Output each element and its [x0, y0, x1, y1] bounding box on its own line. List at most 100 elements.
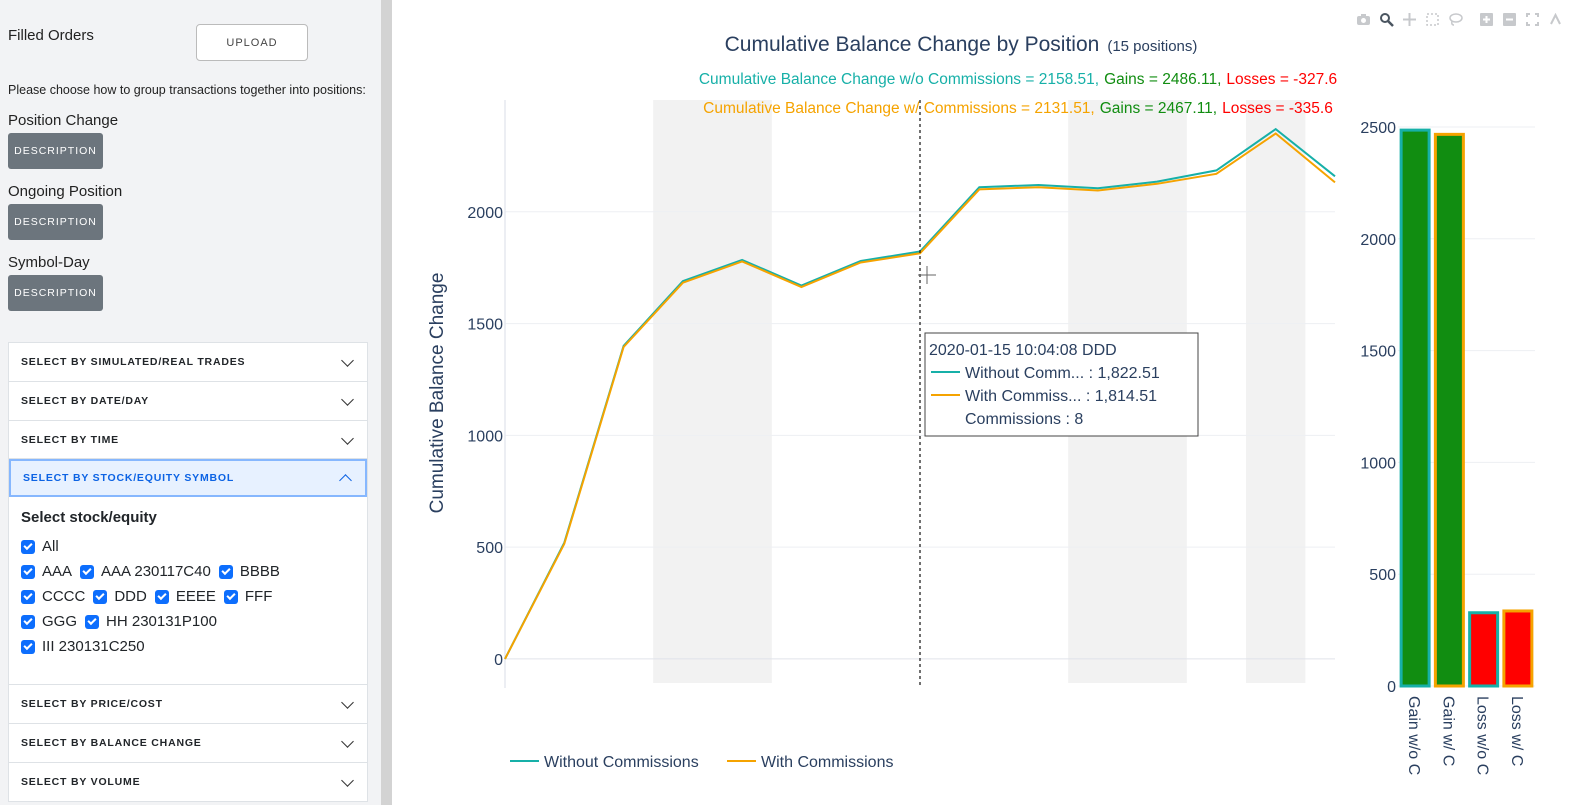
summary-without-commissions: Cumulative Balance Change w/o Commission… [699, 71, 1337, 88]
zoom-in-icon[interactable] [1478, 11, 1495, 28]
bar-y-tick-label: 0 [1387, 679, 1396, 696]
checkbox-label: CCCC [42, 588, 86, 605]
checkbox-ggg[interactable]: GGG [21, 613, 77, 630]
position-change-description-button[interactable]: DESCRIPTION [8, 133, 103, 169]
legend-item-with[interactable]: With Commissions [727, 754, 893, 771]
bar-y-tick-label: 2500 [1360, 120, 1396, 137]
upload-button[interactable]: UPLOAD [196, 24, 308, 61]
y-axis-title: Cumulative Balance Change [427, 273, 448, 514]
checkbox-fff[interactable]: FFF [223, 588, 273, 605]
checkbox-iii-230131c250[interactable]: III 230131C250 [21, 638, 145, 655]
checkbox-all[interactable]: All [21, 538, 59, 555]
checkbox-ddd[interactable]: DDD [93, 588, 147, 605]
zoom-out-icon[interactable] [1501, 11, 1518, 28]
chevron-down-icon [341, 353, 354, 367]
series-line-with-commissions [504, 132, 1336, 660]
checkbox-eeee[interactable]: EEEE [154, 588, 216, 605]
hover-tooltip: 2020-01-15 10:04:08 DDD Without Comm... … [924, 332, 1199, 437]
bar-y-tick-labels: 0 500 1000 1500 2000 2500 [1360, 120, 1396, 696]
bar-series [1399, 128, 1534, 688]
y-tick-label: 500 [476, 540, 503, 557]
bar-loss-w-c [1502, 609, 1534, 688]
accordion-volume: SELECT BY VOLUME [8, 762, 368, 802]
checkbox-checked-icon [21, 539, 35, 554]
checkbox-label: AAA 230117C40 [101, 563, 211, 580]
checkbox-aaa-230117c40[interactable]: AAA 230117C40 [80, 563, 211, 580]
crosshair-cursor-icon [918, 266, 936, 284]
summary-w-gains: Gains = 2467.11, [1100, 100, 1217, 117]
checkbox-checked-icon [154, 589, 169, 604]
tooltip-line-without: Without Comm... : 1,822.51 [965, 365, 1160, 382]
reset-axes-icon[interactable] [1547, 11, 1564, 28]
accordion-header-time[interactable]: SELECT BY TIME [9, 421, 367, 459]
checkbox-checked-icon [218, 564, 233, 579]
line-chart-gridlines [505, 211, 1335, 660]
chart-title-suffix: (15 positions) [1107, 38, 1197, 55]
camera-icon[interactable] [1355, 11, 1372, 28]
summary-wo-losses: Losses = -327.6 [1226, 71, 1337, 88]
checkbox-bbbb[interactable]: BBBB [218, 563, 280, 580]
checkbox-label: All [42, 538, 59, 555]
accordion-header-price-cost[interactable]: SELECT BY PRICE/COST [9, 685, 367, 723]
accordion-header-simulated-real[interactable]: SELECT BY SIMULATED/REAL TRADES [9, 343, 367, 381]
checkbox-label: III 230131C250 [42, 638, 145, 655]
shaded-band [653, 100, 772, 683]
chart-title-main: Cumulative Balance Change by Position [725, 33, 1100, 56]
checkbox-label: EEEE [175, 588, 216, 605]
bar-y-tick-label: 500 [1369, 567, 1396, 584]
balance-chart[interactable]: 0 500 1000 1500 2000 0 500 1000 1500 2000 2500 Cu… [392, 0, 1585, 805]
lasso-icon[interactable] [1447, 11, 1464, 28]
summary-w-label: Cumulative Balance Change w/ Commissions… [703, 100, 1095, 117]
panel-splitter[interactable] [381, 0, 392, 805]
summary-wo-label: Cumulative Balance Change w/o Commission… [699, 71, 1099, 88]
symbol-checklist-title: Select stock/equity [21, 509, 157, 526]
zoom-icon[interactable] [1378, 11, 1395, 28]
checkbox-checked-icon [80, 564, 95, 579]
tooltip-line-with: With Commiss... : 1,814.51 [965, 388, 1157, 405]
summary-wo-gains: Gains = 2486.11, [1104, 71, 1221, 88]
chevron-down-icon [341, 734, 354, 748]
chart-title: Cumulative Balance Change by Position (15… [725, 33, 1198, 56]
checkbox-label: AAA [42, 563, 73, 580]
box-select-icon[interactable] [1424, 11, 1441, 28]
ongoing-position-description-button[interactable]: DESCRIPTION [8, 204, 103, 240]
accordion-header-label: SELECT BY STOCK/EQUITY SYMBOL [23, 472, 235, 484]
checkbox-aaa[interactable]: AAA [21, 563, 72, 580]
chart-modebar [1355, 11, 1564, 28]
checkbox-hh-230131p100[interactable]: HH 230131P100 [85, 613, 217, 630]
accordion-date-day: SELECT BY DATE/DAY [8, 381, 368, 421]
checkbox-cccc[interactable]: CCCC [21, 588, 85, 605]
accordion-header-label: SELECT BY PRICE/COST [21, 698, 163, 710]
accordion-header-volume[interactable]: SELECT BY VOLUME [9, 763, 367, 801]
bar-y-tick-label: 1000 [1360, 455, 1396, 472]
chevron-down-icon [341, 695, 354, 709]
autoscale-icon[interactable] [1524, 11, 1541, 28]
accordion-header-balance-change[interactable]: SELECT BY BALANCE CHANGE [9, 724, 367, 762]
bar-y-tick-label: 2000 [1360, 232, 1396, 249]
accordion-simulated-real: SELECT BY SIMULATED/REAL TRADES [8, 342, 368, 382]
accordion-header-date-day[interactable]: SELECT BY DATE/DAY [9, 382, 367, 420]
summary-w-losses: Losses = -335.6 [1222, 100, 1333, 117]
bar-category-label: Gain w/ C [1439, 696, 1456, 766]
legend-item-without[interactable]: Without Commissions [510, 754, 699, 771]
pan-icon[interactable] [1401, 11, 1418, 28]
checkbox-label: GGG [42, 613, 78, 630]
chevron-down-icon [341, 392, 354, 406]
bar-gain-w-o-c [1399, 128, 1431, 688]
symbol-day-label: Symbol-Day [8, 254, 90, 271]
bar-category-labels: Gain w/o C Gain w/ C Loss w/o C Loss w/ C [1405, 696, 1525, 775]
checkbox-label: FFF [244, 588, 273, 605]
symbol-day-description-button[interactable]: DESCRIPTION [8, 275, 103, 311]
bar-gain-w-c [1433, 132, 1465, 688]
checkbox-label: HH 230131P100 [106, 613, 217, 630]
summary-with-commissions: Cumulative Balance Change w/ Commissions… [703, 100, 1333, 117]
tooltip-line-commissions: Commissions : 8 [965, 411, 1083, 428]
checkbox-checked-icon [93, 589, 108, 604]
checkbox-checked-icon [21, 614, 35, 629]
accordion-header-stock-symbol[interactable]: SELECT BY STOCK/EQUITY SYMBOL [9, 459, 367, 497]
position-change-label: Position Change [8, 112, 119, 129]
accordion-header-label: SELECT BY DATE/DAY [21, 395, 149, 407]
chevron-up-icon [339, 473, 352, 487]
checkbox-checked-icon [21, 564, 35, 579]
y-tick-label: 1000 [467, 428, 503, 445]
